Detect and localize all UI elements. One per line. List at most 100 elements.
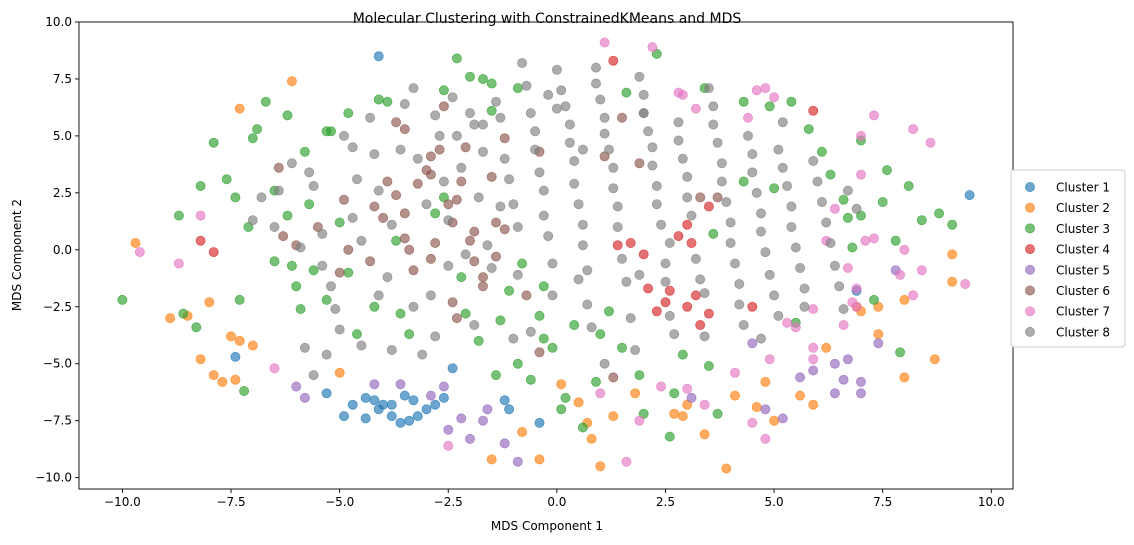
data-point [577,219,588,230]
data-point [625,237,636,248]
legend-label: Cluster 3 [1056,222,1110,236]
data-point [838,303,849,314]
data-point [838,194,849,205]
data-point [847,242,858,253]
legend-marker [1025,202,1036,213]
data-point [638,249,649,260]
data-point [273,162,284,173]
data-point [747,301,758,312]
data-point [760,83,771,94]
data-point [756,208,767,219]
data-point [751,85,762,96]
data-point [286,158,297,169]
data-point [208,137,219,148]
data-point [482,404,493,415]
data-point [869,294,880,305]
data-point [404,329,415,340]
data-point [356,235,367,246]
data-point [373,404,384,415]
data-point [451,130,462,141]
data-point [708,228,719,239]
legend-item: Cluster 3 [1025,222,1110,236]
data-point [703,201,714,212]
series-cluster-4 [195,55,819,330]
data-point [391,235,402,246]
data-point [656,381,667,392]
data-point [395,379,406,390]
data-point [469,226,480,237]
data-point [447,363,458,374]
data-point [712,192,723,203]
data-point [373,94,384,105]
data-point [838,374,849,385]
data-point [647,142,658,153]
data-point [334,267,345,278]
data-point [225,331,236,342]
data-point [464,71,475,82]
data-point [829,388,840,399]
data-point [234,335,245,346]
data-point [595,329,606,340]
x-tick-label: −10.0 [104,495,141,509]
data-point [195,354,206,365]
data-point [547,342,558,353]
data-point [530,126,541,137]
data-point [738,176,749,187]
data-point [495,201,506,212]
data-point [738,319,749,330]
data-point [486,454,497,465]
data-point [686,392,697,403]
data-point [525,374,536,385]
data-point [247,340,258,351]
data-point [534,310,545,321]
y-tick-label: −2.5 [43,300,72,314]
data-point [547,258,558,269]
x-tick-label: −2.5 [434,495,463,509]
data-point [608,372,619,383]
data-point [499,224,510,235]
data-point [890,235,901,246]
legend-item: Cluster 4 [1025,243,1110,257]
data-point [543,89,554,100]
data-point [456,162,467,173]
data-point [395,308,406,319]
data-point [760,433,771,444]
legend-frame [1010,169,1126,348]
data-point [916,215,927,226]
data-point [356,340,367,351]
data-point [673,135,684,146]
data-point [508,199,519,210]
legend-label: Cluster 2 [1056,201,1110,215]
legend-label: Cluster 1 [1056,181,1110,195]
data-point [829,203,840,214]
data-point [751,401,762,412]
data-point [447,297,458,308]
data-point [869,233,880,244]
data-point [551,64,562,75]
data-point [308,370,319,381]
data-point [360,413,371,424]
data-point [512,83,523,94]
data-point [856,130,867,141]
data-point [460,142,471,153]
data-point [560,392,571,403]
data-point [295,242,306,253]
data-point [638,108,649,119]
data-point [790,242,801,253]
data-point [847,297,858,308]
data-point [477,74,488,85]
data-point [386,399,397,410]
data-point [730,390,741,401]
data-point [234,294,245,305]
data-point [456,413,467,424]
data-point [964,190,975,201]
data-point [386,219,397,230]
data-point [795,372,806,383]
data-point [799,283,810,294]
legend-marker [1025,306,1036,317]
legend-label: Cluster 6 [1056,284,1110,298]
data-point [725,217,736,228]
data-point [834,281,845,292]
data-point [960,278,971,289]
data-point [504,404,515,415]
